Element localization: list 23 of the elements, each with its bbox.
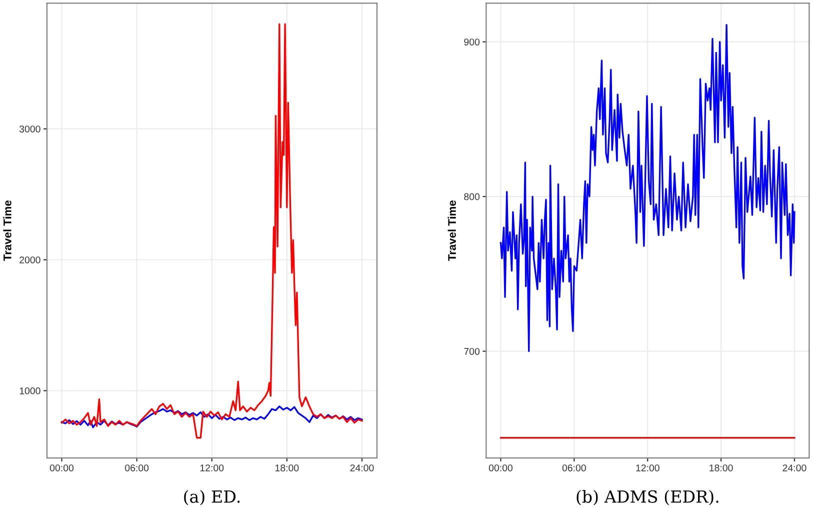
line-series xyxy=(500,24,796,352)
x-tick-label: 18:00 xyxy=(710,464,733,472)
x-tick-label: 24:00 xyxy=(350,464,374,472)
y-tick-label: 700 xyxy=(464,348,480,355)
x-tick-label: 12:00 xyxy=(636,464,660,472)
x-tick-label: 06:00 xyxy=(562,464,586,472)
y-axis-title: Travel Time xyxy=(3,200,12,261)
y-tick-label: 800 xyxy=(464,193,480,200)
x-tick-label: 00:00 xyxy=(488,464,513,472)
y-tick-label: 900 xyxy=(464,38,480,46)
text: (b) ADMS (EDR). xyxy=(576,490,718,506)
text: (a) ED. xyxy=(184,490,240,506)
y-axis-title: Travel Time xyxy=(448,200,456,261)
line-series xyxy=(60,23,363,439)
x-tick-label: 00:00 xyxy=(50,464,74,472)
y-tick-label: 3000 xyxy=(19,126,40,132)
x-tick-label: 12:00 xyxy=(200,464,224,472)
y-tick-label: 2000 xyxy=(20,256,40,264)
line-series xyxy=(60,406,363,428)
x-tick-label: 18:00 xyxy=(275,464,299,472)
y-tick-label: 1000 xyxy=(20,387,40,394)
x-tick-label: 24:00 xyxy=(782,464,806,472)
x-tick-label: 06:00 xyxy=(125,464,149,472)
